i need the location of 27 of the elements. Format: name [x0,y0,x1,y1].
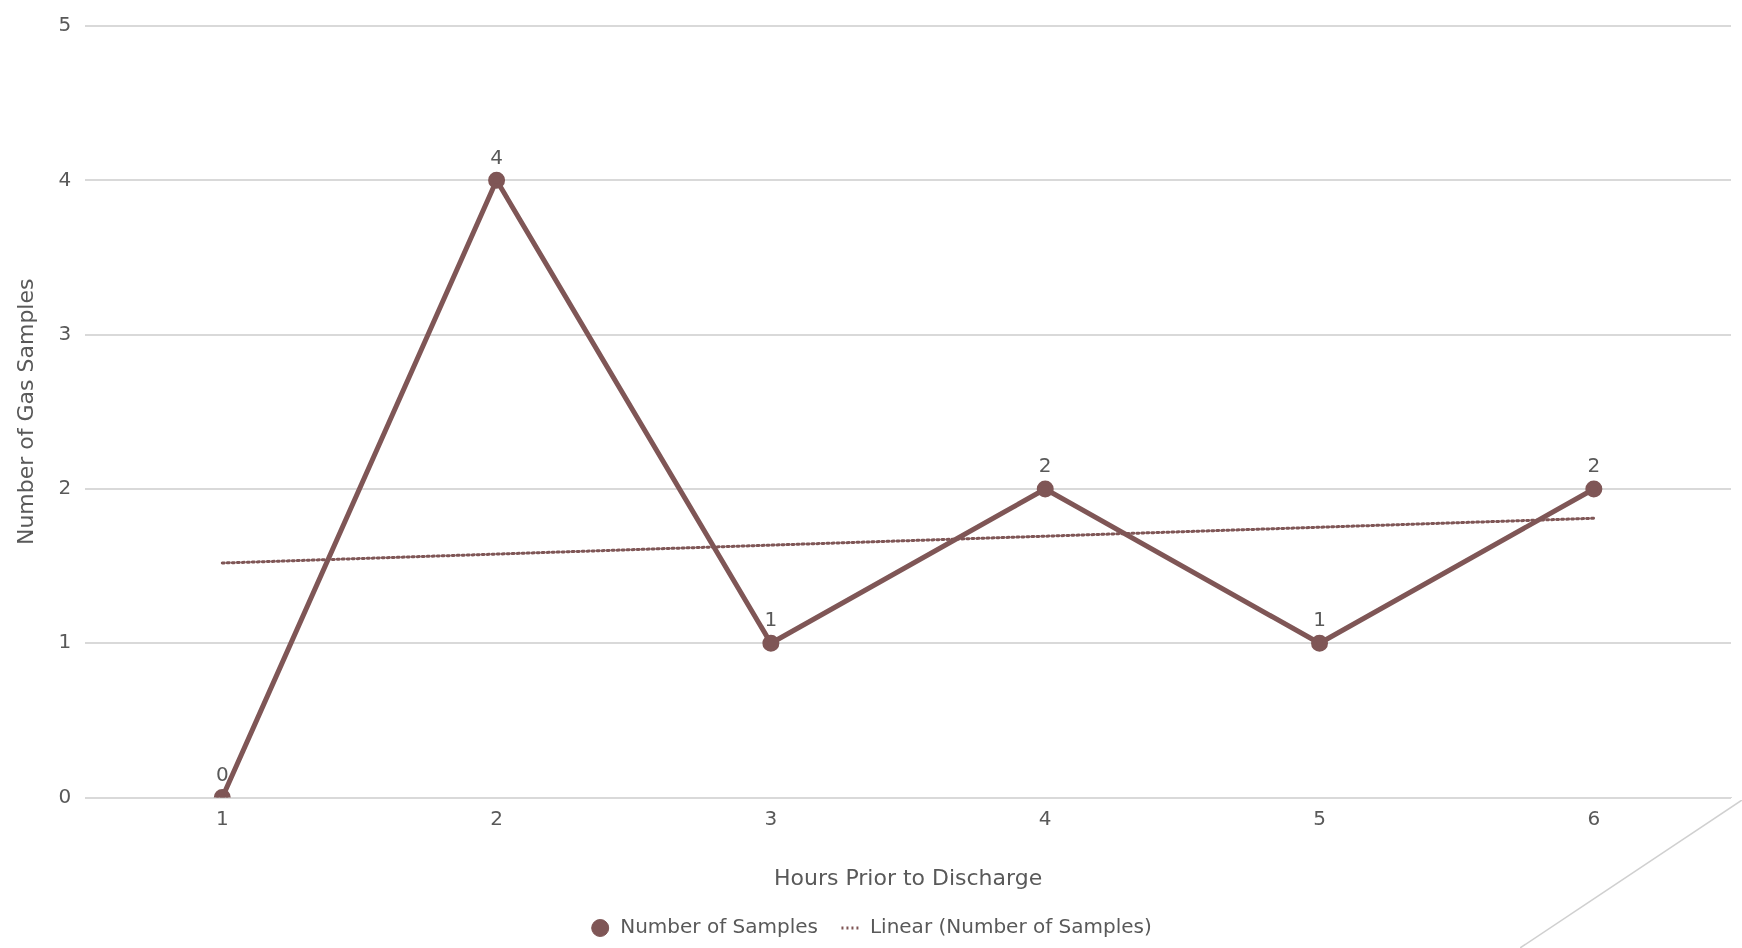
y-tick-label: 3 [58,320,72,345]
y-tick-label: 4 [58,166,72,191]
point [1036,480,1054,498]
point [762,634,780,652]
x-tick-label: 3 [764,805,778,830]
x-tick-label: 6 [1587,805,1601,830]
data-label: 0 [215,761,229,786]
data-label: 1 [764,607,778,632]
legend-label: Linear (Number of Samples) [869,914,1152,939]
point [1585,480,1603,498]
point [488,171,506,189]
x-tick-label: 2 [490,805,503,830]
x-tick-label: 1 [215,805,229,830]
data-label: 1 [1313,607,1326,632]
y-tick-label: 0 [58,783,72,808]
x-axis-title: Hours Prior to Discharge [773,864,1043,890]
x-tick-label: 5 [1313,805,1326,830]
point [1311,634,1329,652]
y-tick-label: 2 [58,475,72,500]
data-label: 4 [490,144,503,169]
y-tick-label: 5 [58,12,72,37]
y-axis-title: Number of Gas Samples [12,278,38,546]
y-tick-label: 1 [58,629,72,654]
legend-label: Number of Samples [620,914,818,939]
data-label: 2 [1587,453,1601,478]
data-label: 2 [1038,453,1052,478]
x-tick-label: 4 [1038,805,1052,830]
